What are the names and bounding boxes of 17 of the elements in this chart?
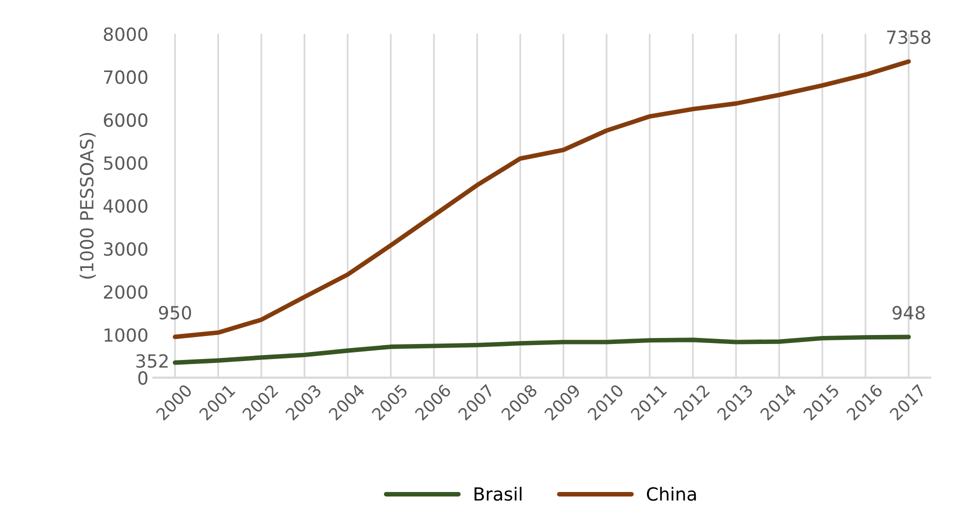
y-tick-label: 4000 [104, 199, 148, 213]
y-tick-label: 7000 [104, 70, 148, 84]
y-tick-label: 1000 [104, 328, 148, 342]
data-label: 950 [158, 306, 192, 320]
data-label: 948 [892, 306, 925, 320]
line-series [172, 334, 911, 365]
legend-label: China [646, 486, 696, 501]
data-label: 7358 [887, 30, 930, 44]
y-tick-label: 8000 [104, 27, 148, 41]
data-label: 352 [136, 354, 168, 368]
y-tick-label: 6000 [104, 113, 148, 127]
y-tick-label: 0 [138, 371, 148, 385]
y-tick-label: 5000 [104, 156, 148, 170]
y-tick-label: 2000 [104, 285, 148, 299]
y-tick-label: 3000 [104, 242, 148, 256]
legend-label: Brasil [474, 486, 522, 501]
y-axis-title: (1000 PESSOAS) [80, 132, 96, 279]
